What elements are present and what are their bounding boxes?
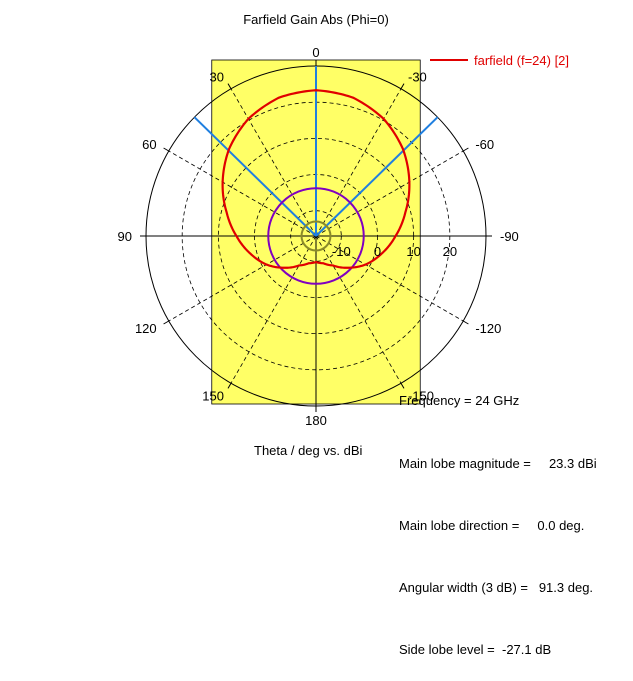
radial-tick-labels: -10 0 10 20: [332, 244, 457, 259]
beam-direction-line: [193, 116, 317, 237]
angle-tick-mark: [400, 382, 405, 389]
beam-direction-lines: [193, 66, 439, 237]
reference-ring-olive: [300, 220, 332, 252]
angular-grid-spoke: [230, 235, 317, 384]
x-axis-label: Theta / deg vs. dBi: [254, 443, 363, 458]
farfield-info-panel: Frequency = 24 GHz Main lobe magnitude =…: [399, 350, 597, 681]
angular-grid-spoke: [315, 235, 402, 384]
info-angular-width: Angular width (3 dB) = 91.3 deg.: [399, 579, 594, 595]
angular-grid-spoke: [230, 88, 317, 237]
legend-label: farfield (f=24) [2]: [474, 53, 569, 68]
angle-tick-label: -90: [500, 229, 519, 244]
legend: farfield (f=24) [2]: [430, 53, 569, 68]
gain-curve: [221, 89, 411, 269]
angle-tick-mark: [227, 83, 232, 90]
info-side-lobe-level: Side lobe level = -27.1 dB: [399, 641, 552, 657]
reference-ring-purple: [267, 187, 365, 285]
angle-tick-label: 180: [305, 413, 327, 428]
chart-title: Farfield Gain Abs (Phi=0): [243, 12, 389, 27]
angular-grid-spoke: [168, 150, 317, 237]
angle-tick-label: 30: [210, 70, 224, 85]
angle-tick-mark: [462, 320, 469, 325]
angular-grid-spoke: [168, 235, 317, 322]
info-main-lobe-magnitude: Main lobe magnitude = 23.3 dBi: [399, 455, 597, 471]
angle-tick-label: 90: [118, 229, 132, 244]
angle-tick-label: 150: [202, 388, 224, 403]
beam-direction-line: [315, 116, 439, 237]
angle-tick-label: 0: [312, 45, 319, 60]
info-frequency: Frequency = 24 GHz: [399, 393, 520, 409]
radial-tick-label: 0: [374, 244, 381, 259]
angle-tick-label: -30: [408, 70, 427, 85]
angle-tick-label: 60: [142, 137, 156, 152]
angle-tick-label: 120: [135, 321, 157, 336]
angle-tick-label: -120: [475, 321, 501, 336]
angle-tick-label: -150: [408, 388, 434, 403]
angular-grid-spoke: [315, 88, 402, 237]
reference-rings: [267, 187, 365, 285]
gain-curve-layer: [221, 89, 411, 269]
angle-tick-mark: [163, 147, 170, 152]
angle-tick-mark: [163, 320, 170, 325]
angle-tick-label: -60: [475, 137, 494, 152]
radial-tick-label: -10: [332, 244, 351, 259]
info-main-lobe-direction: Main lobe direction = 0.0 deg.: [399, 517, 585, 533]
angle-tick-mark: [400, 83, 405, 90]
angle-tick-mark: [462, 147, 469, 152]
angle-tick-labels: 0 30 -30 60 -60 90 -90 120 -120 150 -150 180: [118, 45, 519, 428]
farfield-polar-plot: Farfield Gain Abs (Phi=0) 0 30 -30 60 -60 90 -…: [118, 12, 570, 458]
radial-tick-label: 10: [406, 244, 420, 259]
angle-tick-mark: [227, 382, 232, 389]
angular-grid-spoke: [315, 150, 464, 237]
angular-grid-spoke: [315, 235, 464, 322]
radial-tick-label: 20: [443, 244, 457, 259]
